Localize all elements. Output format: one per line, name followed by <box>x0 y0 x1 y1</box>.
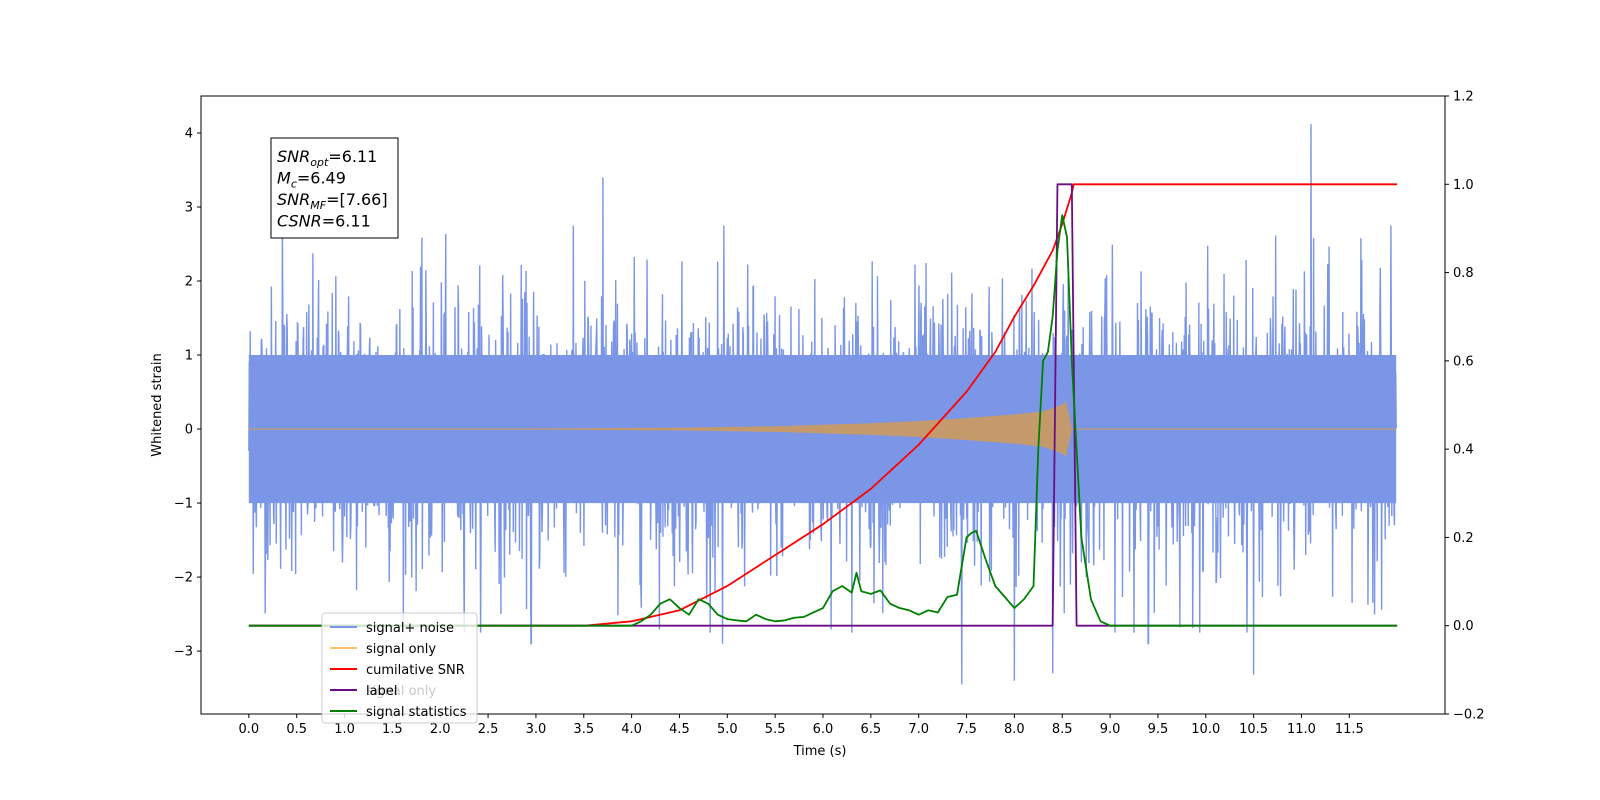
info-box-frame <box>270 137 399 239</box>
info-box-line: Mc=6.49 <box>277 169 346 191</box>
x-tick-label: 1.0 <box>334 722 355 737</box>
x-tick-label: 4.0 <box>621 722 642 737</box>
info-box-line: SNRopt=6.11 <box>277 147 377 169</box>
x-tick-label: 10.0 <box>1191 722 1220 737</box>
x-tick-label: 9.5 <box>1148 722 1169 737</box>
x-tick-label: 8.5 <box>1052 722 1073 737</box>
legend-items: signal+ noise signal only cumilative SNR si… <box>330 621 467 720</box>
x-tick-label: 11.0 <box>1287 722 1316 737</box>
series-line-signal-only <box>248 401 1397 457</box>
x-tick-label: 6.5 <box>861 722 882 737</box>
x-tick-label: 7.5 <box>956 722 977 737</box>
legend-hidden-label: signal only <box>366 684 436 699</box>
series-line-cumilative-snr <box>248 183 1398 627</box>
info-box-line: SNRMF=[7.66] <box>277 190 388 212</box>
x-tick-label: 11.5 <box>1335 722 1364 737</box>
y-tick-label: −3 <box>174 645 193 660</box>
y-tick-label: 4 <box>185 127 193 142</box>
series-line-signal-statistics <box>248 214 1398 627</box>
y2-tick-label: 0.6 <box>1453 354 1474 369</box>
y2-axis-ticks: 1.2 1.0 0.8 0.6 0.4 0.2 0.0 −0.2 <box>1445 90 1485 723</box>
info-box-line: CSNR=6.11 <box>277 212 371 231</box>
y2-tick-label: −0.2 <box>1453 708 1485 723</box>
x-tick-label: 2.5 <box>478 722 499 737</box>
y-tick-label: 1 <box>185 349 193 364</box>
y-tick-label: 2 <box>185 275 193 290</box>
x-tick-label: 3.0 <box>526 722 547 737</box>
y2-tick-label: 1.2 <box>1453 90 1474 105</box>
x-tick-label: 8.0 <box>1004 722 1025 737</box>
plot-area <box>248 124 1398 685</box>
x-tick-label: 5.5 <box>765 722 786 737</box>
x-tick-label: 4.5 <box>669 722 690 737</box>
y-axis-label: Whitened strain <box>150 353 165 456</box>
legend-label: signal+ noise <box>366 621 454 636</box>
legend-frame <box>321 612 478 724</box>
x-tick-label: 5.0 <box>717 722 738 737</box>
x-tick-label: 0.5 <box>286 722 307 737</box>
x-tick-label: 3.5 <box>573 722 594 737</box>
x-tick-label: 7.0 <box>908 722 929 737</box>
legend-label: signal only <box>366 642 436 657</box>
legend-label: signal statistics <box>366 705 467 720</box>
x-tick-label: 2.0 <box>430 722 451 737</box>
x-axis-label: Time (s) <box>793 744 847 759</box>
x-tick-label: 1.5 <box>382 722 403 737</box>
y2-tick-label: 0.0 <box>1453 619 1474 634</box>
y2-tick-label: 0.2 <box>1453 531 1474 546</box>
x-axis-ticks: 0.0 0.5 1.0 1.5 2.0 2.5 3.0 3.5 4.0 4.5 5.0 5.5 6.0 6… <box>239 714 1364 737</box>
x-tick-label: 6.0 <box>813 722 834 737</box>
legend-label: label <box>366 684 397 699</box>
legend-label: cumilative SNR <box>366 663 465 678</box>
legend: signal+ noise signal only cumilative SNR si… <box>321 612 478 724</box>
y2-tick-label: 0.4 <box>1453 443 1474 458</box>
x-tick-label: 0.0 <box>239 722 260 737</box>
x-tick-label: 10.5 <box>1239 722 1268 737</box>
x-tick-label: 9.0 <box>1100 722 1121 737</box>
y-tick-label: −2 <box>174 571 193 586</box>
y2-tick-label: 1.0 <box>1453 178 1474 193</box>
y-tick-label: −1 <box>174 497 193 512</box>
y-axis-ticks: 4 3 2 1 0 −1 −2 −3 <box>174 127 201 660</box>
y-tick-label: 0 <box>185 423 193 438</box>
y-tick-label: 3 <box>185 201 193 216</box>
series-layer <box>248 124 1398 685</box>
y2-tick-label: 0.8 <box>1453 266 1474 281</box>
